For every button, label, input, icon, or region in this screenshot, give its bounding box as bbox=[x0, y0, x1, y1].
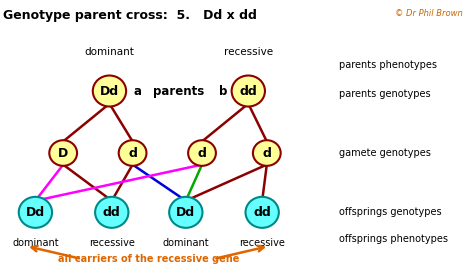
Text: a: a bbox=[133, 85, 141, 98]
Text: Genotype parent cross:  5.   Dd x dd: Genotype parent cross: 5. Dd x dd bbox=[3, 9, 257, 22]
Ellipse shape bbox=[169, 197, 202, 228]
Text: gamete genotypes: gamete genotypes bbox=[338, 148, 430, 158]
Text: d: d bbox=[128, 147, 137, 160]
Text: dd: dd bbox=[239, 85, 257, 98]
Ellipse shape bbox=[19, 197, 52, 228]
Text: dd: dd bbox=[253, 206, 271, 219]
Text: parents: parents bbox=[153, 85, 204, 98]
Ellipse shape bbox=[93, 76, 126, 107]
Text: offsprings phenotypes: offsprings phenotypes bbox=[338, 234, 447, 244]
Ellipse shape bbox=[95, 197, 128, 228]
Text: Dd: Dd bbox=[100, 85, 119, 98]
Text: recessive: recessive bbox=[224, 47, 273, 57]
Text: © Dr Phil Brown: © Dr Phil Brown bbox=[395, 9, 463, 18]
Text: recessive: recessive bbox=[89, 238, 135, 249]
Ellipse shape bbox=[188, 140, 216, 166]
Text: dominant: dominant bbox=[84, 47, 135, 57]
Text: d: d bbox=[263, 147, 271, 160]
Text: parents genotypes: parents genotypes bbox=[338, 89, 430, 99]
Ellipse shape bbox=[246, 197, 279, 228]
Text: parents phenotypes: parents phenotypes bbox=[338, 60, 437, 70]
Text: dd: dd bbox=[103, 206, 121, 219]
Ellipse shape bbox=[232, 76, 265, 107]
Text: Dd: Dd bbox=[176, 206, 195, 219]
Text: all carriers of the recessive gene: all carriers of the recessive gene bbox=[58, 254, 239, 264]
Text: Dd: Dd bbox=[26, 206, 45, 219]
Text: recessive: recessive bbox=[239, 238, 285, 249]
Ellipse shape bbox=[49, 140, 77, 166]
Text: b: b bbox=[219, 85, 227, 98]
Text: dominant: dominant bbox=[12, 238, 59, 249]
Text: offsprings genotypes: offsprings genotypes bbox=[338, 207, 441, 217]
Text: dominant: dominant bbox=[163, 238, 209, 249]
Ellipse shape bbox=[118, 140, 146, 166]
Text: d: d bbox=[198, 147, 207, 160]
Text: D: D bbox=[58, 147, 68, 160]
Ellipse shape bbox=[253, 140, 281, 166]
